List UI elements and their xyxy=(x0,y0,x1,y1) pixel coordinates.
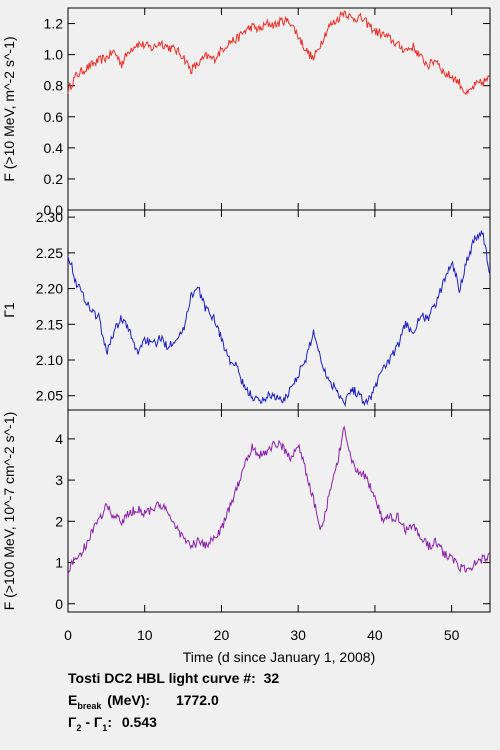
y-axis-label-2: F (>100 MeV, 10^-7 cm^-2 s^-1) xyxy=(1,412,17,611)
info-ebreak-sub: break xyxy=(77,700,102,711)
info-ebreak-symbol: E xyxy=(68,692,78,708)
series-line-2 xyxy=(67,425,491,575)
y-tick-label-1-2: 2.15 xyxy=(36,316,63,332)
series-line-1 xyxy=(67,230,491,408)
info-gamma-sub-b: 1 xyxy=(102,722,108,733)
x-tick-label-1: 10 xyxy=(137,627,153,643)
info-title-label: Tosti DC2 HBL light curve #: xyxy=(68,670,256,686)
panel-frame-2 xyxy=(67,409,491,613)
y-tick-label-2-2: 2 xyxy=(55,513,63,529)
info-gamma-value: 0.543 xyxy=(121,714,157,730)
y-tick-label-0-6: 1.2 xyxy=(44,16,64,32)
info-title-line: Tosti DC2 HBL light curve #: 32 xyxy=(68,670,279,686)
y-axis-label-0: F (>10 MeV, m^-2 s^-1) xyxy=(1,36,17,181)
info-gamma-line: Γ2 - Γ1: 0.543 xyxy=(68,714,157,733)
x-tick-label-4: 40 xyxy=(367,627,383,643)
info-gamma-sub-a: 2 xyxy=(76,722,82,733)
y-tick-label-2-3: 3 xyxy=(55,472,63,488)
y-tick-label-0-4: 0.8 xyxy=(44,78,64,94)
y-axis-label-1: Γ1 xyxy=(1,302,17,318)
y-tick-label-1-5: 2.30 xyxy=(36,209,63,225)
y-tick-label-0-2: 0.4 xyxy=(44,140,64,156)
y-tick-label-0-0: 0.0 xyxy=(44,202,64,218)
y-tick-label-2-4: 4 xyxy=(55,431,63,447)
x-tick-label-2: 20 xyxy=(214,627,230,643)
series-line-0 xyxy=(67,10,491,96)
info-title-value: 32 xyxy=(263,670,280,686)
x-axis-label: Time (d since January 1, 2008) xyxy=(183,649,375,665)
x-tick-label-3: 30 xyxy=(290,627,306,643)
x-tick-label-5: 50 xyxy=(444,627,460,643)
y-tick-label-1-4: 2.25 xyxy=(36,245,63,261)
y-tick-label-2-1: 1 xyxy=(55,555,63,571)
y-tick-label-1-1: 2.10 xyxy=(36,352,63,368)
y-tick-label-1-3: 2.20 xyxy=(36,281,63,297)
y-tick-label-0-1: 0.2 xyxy=(44,171,64,187)
info-ebreak-value: 1772.0 xyxy=(175,692,219,708)
x-tick-label-0: 0 xyxy=(64,627,72,643)
info-ebreak-line: Ebreak (MeV): 1772.0 xyxy=(68,692,219,711)
info-gamma-symbol-a: Γ xyxy=(68,714,77,730)
y-tick-label-1-0: 2.05 xyxy=(36,388,63,404)
y-tick-label-0-3: 0.6 xyxy=(44,109,64,125)
panel-frame-0 xyxy=(67,7,491,211)
info-ebreak-unit: (MeV): xyxy=(107,692,151,708)
y-tick-label-0-5: 1.0 xyxy=(44,47,64,63)
info-gamma-colon: : xyxy=(107,714,112,730)
info-gamma-mid: - Γ xyxy=(81,714,103,730)
panel-frame-1 xyxy=(67,209,491,411)
y-tick-label-2-0: 0 xyxy=(55,596,63,612)
